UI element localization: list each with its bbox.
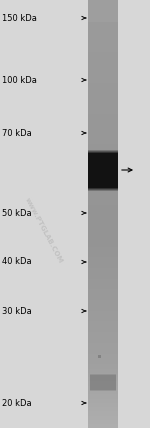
- Text: 30 kDa: 30 kDa: [2, 306, 32, 315]
- Text: 150 kDa: 150 kDa: [2, 14, 37, 23]
- Text: www.PTGLAB.COM: www.PTGLAB.COM: [24, 196, 64, 264]
- Text: 50 kDa: 50 kDa: [2, 208, 32, 217]
- Text: 70 kDa: 70 kDa: [2, 128, 32, 137]
- Text: 100 kDa: 100 kDa: [2, 75, 37, 84]
- Text: 40 kDa: 40 kDa: [2, 258, 32, 267]
- Text: 20 kDa: 20 kDa: [2, 398, 32, 407]
